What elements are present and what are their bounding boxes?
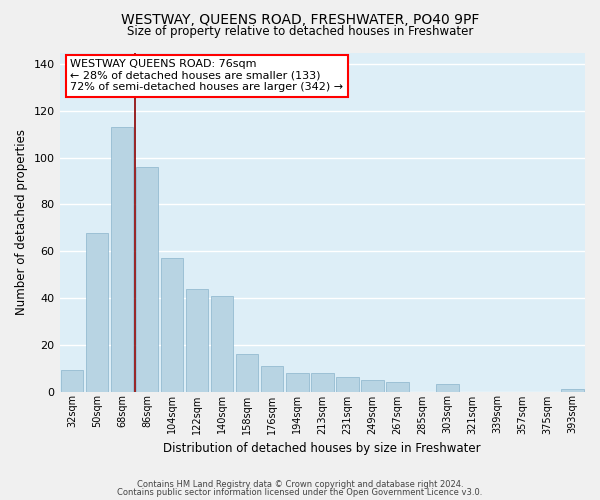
Text: WESTWAY QUEENS ROAD: 76sqm
← 28% of detached houses are smaller (133)
72% of sem: WESTWAY QUEENS ROAD: 76sqm ← 28% of deta… — [70, 60, 343, 92]
Bar — [261, 366, 283, 392]
Bar — [286, 373, 308, 392]
Text: Contains HM Land Registry data © Crown copyright and database right 2024.: Contains HM Land Registry data © Crown c… — [137, 480, 463, 489]
Bar — [561, 389, 584, 392]
Bar — [311, 373, 334, 392]
Bar — [436, 384, 458, 392]
Bar — [61, 370, 83, 392]
Y-axis label: Number of detached properties: Number of detached properties — [15, 129, 28, 315]
X-axis label: Distribution of detached houses by size in Freshwater: Distribution of detached houses by size … — [163, 442, 481, 455]
Bar — [86, 232, 109, 392]
Bar — [336, 378, 359, 392]
Bar — [136, 167, 158, 392]
Text: Size of property relative to detached houses in Freshwater: Size of property relative to detached ho… — [127, 25, 473, 38]
Bar — [111, 128, 133, 392]
Text: WESTWAY, QUEENS ROAD, FRESHWATER, PO40 9PF: WESTWAY, QUEENS ROAD, FRESHWATER, PO40 9… — [121, 12, 479, 26]
Text: Contains public sector information licensed under the Open Government Licence v3: Contains public sector information licen… — [118, 488, 482, 497]
Bar — [236, 354, 259, 392]
Bar — [186, 288, 208, 392]
Bar — [361, 380, 383, 392]
Bar — [386, 382, 409, 392]
Bar — [161, 258, 184, 392]
Bar — [211, 296, 233, 392]
